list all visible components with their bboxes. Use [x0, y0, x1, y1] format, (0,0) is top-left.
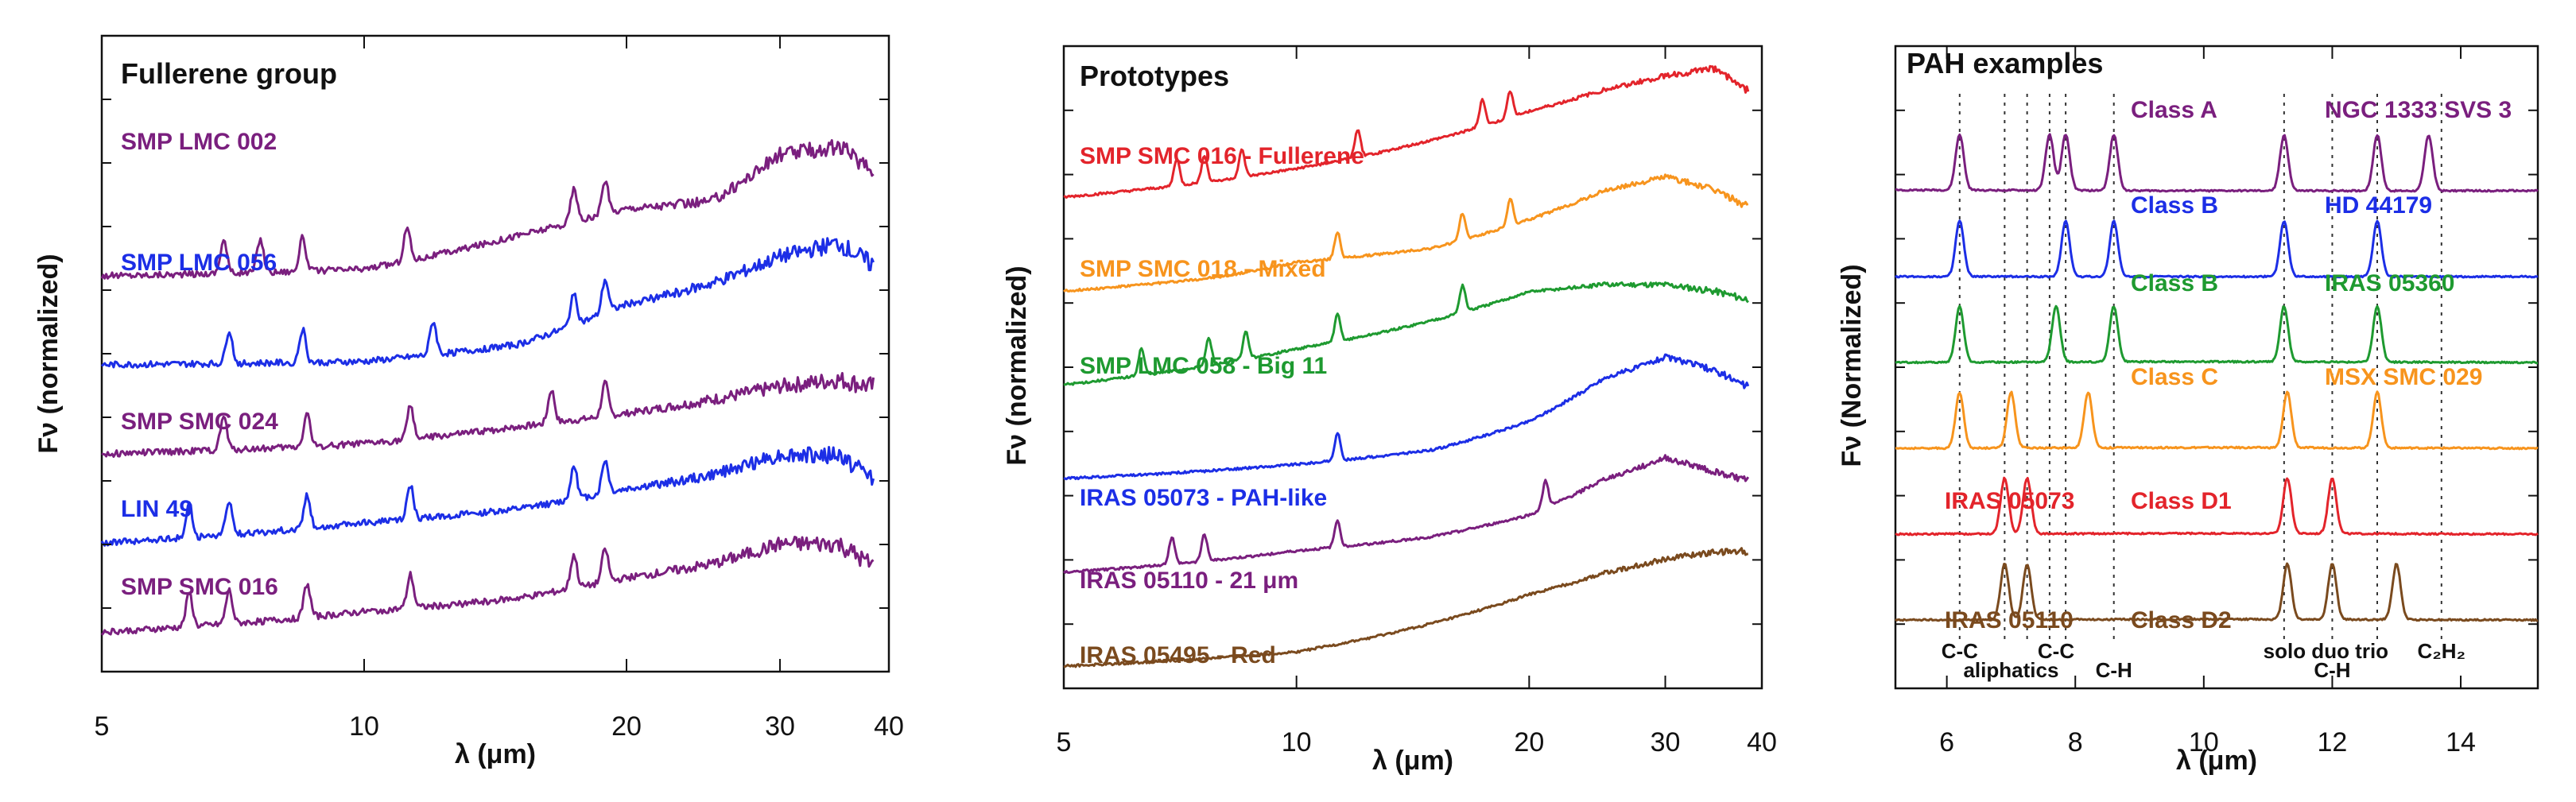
band-label: C₂H₂ — [2417, 639, 2465, 663]
series-label: SMP SMC 016 - Fullerene — [1080, 143, 1364, 169]
series-line — [1063, 353, 1750, 481]
panel-3-x-axis-label: λ (μm) — [2176, 746, 2257, 776]
series-object-label: HD 44179 — [2325, 192, 2432, 219]
series-line — [1063, 64, 1750, 199]
series-line — [1063, 173, 1749, 293]
panel-1-series — [100, 139, 875, 636]
series-label: SMP SMC 018 - Mixed — [1080, 256, 1326, 282]
series-label: Class B — [2131, 270, 2218, 296]
series-label: Class B — [2131, 192, 2218, 219]
series-label: Class D1 — [2131, 488, 2232, 514]
x-tick-label: 8 — [2068, 727, 2083, 757]
series-label: SMP LMC 056 — [121, 250, 277, 276]
panel-3-x-ticks: 6 8 10 12 14 — [1895, 46, 2538, 757]
series-line — [1895, 562, 2539, 622]
panel-1-series-labels: SMP LMC 002 SMP LMC 056 SMP SMC 024 LIN … — [121, 129, 278, 600]
x-tick-label: 10 — [2189, 727, 2219, 757]
series-line — [100, 446, 875, 547]
x-tick-label: 20 — [611, 711, 642, 742]
series-object-label: IRAS 05360 — [2325, 270, 2454, 296]
series-label: IRAS 05110 - 21 μm — [1080, 568, 1298, 594]
x-tick-label: 10 — [1282, 727, 1312, 757]
x-tick-label: 40 — [1747, 727, 1777, 757]
band-label: C-C — [2038, 639, 2074, 663]
band-label: C-H — [2096, 658, 2132, 682]
x-tick-label: 5 — [95, 711, 110, 742]
series-line — [100, 237, 875, 369]
panel-3-title: PAH examples — [1907, 47, 2103, 79]
x-tick-label: 14 — [2446, 727, 2476, 757]
series-label: SMP SMC 024 — [121, 409, 278, 435]
series-object-label: NGC 1333 SVS 3 — [2325, 97, 2512, 123]
series-label: Class A — [2131, 97, 2217, 123]
panel-1-x-axis-label: λ (μm) — [455, 739, 536, 769]
series-label: SMP SMC 016 — [121, 574, 278, 600]
series-line — [100, 139, 875, 280]
band-label: C-C — [1942, 639, 1978, 663]
x-tick-label: 6 — [1939, 727, 1954, 757]
band-label: aliphatics — [1963, 658, 2058, 682]
panel-3-series-labels: Class A NGC 1333 SVS 3 Class B HD 44179 … — [1945, 97, 2512, 633]
x-tick-label: 10 — [349, 711, 379, 742]
panel-pah-examples: PAH examples Class A NGC 1333 SVS 3 Clas… — [1837, 45, 2539, 776]
x-tick-label: 12 — [2318, 727, 2348, 757]
series-label: IRAS 05073 - PAH-like — [1080, 485, 1327, 511]
series-label: IRAS 05495 - Red — [1080, 642, 1276, 668]
x-tick-label: 5 — [1057, 727, 1072, 757]
series-line — [1895, 304, 2538, 365]
panel-prototypes: Prototypes SMP SMC 016 - Fullerene SMP S… — [1002, 45, 1777, 776]
panel-1-y-axis-label: Fν (normalized) — [33, 254, 64, 453]
panel-2-series-labels: SMP SMC 016 - Fullerene SMP SMC 018 - Mi… — [1080, 143, 1364, 668]
panel-2-x-axis-label: λ (μm) — [1372, 746, 1453, 776]
series-label: SMP LMC 002 — [121, 129, 277, 155]
series-label: LIN 49 — [121, 496, 192, 522]
series-label: SMP LMC 058 - Big 11 — [1080, 353, 1327, 379]
series-line — [1895, 219, 2539, 279]
panel-2-title: Prototypes — [1080, 60, 1229, 92]
series-object-label: MSX SMC 029 — [2325, 364, 2482, 390]
series-object-label: IRAS 05073 — [1945, 488, 2074, 514]
series-line — [101, 372, 875, 458]
panel-3-band-lines — [1958, 94, 2442, 641]
x-tick-label: 30 — [1651, 727, 1681, 757]
series-line — [1063, 281, 1749, 386]
band-label: solo duo trio — [2264, 639, 2388, 663]
panel-fullerene-group: Fullerene group SMP LMC 002 SMP LMC 056 … — [33, 34, 904, 769]
series-object-label: IRAS 05110 — [1945, 607, 2074, 633]
panel-1-title: Fullerene group — [121, 57, 337, 90]
panel-1-x-ticks: 5 10 20 30 40 — [95, 36, 904, 742]
panel-3-series — [1895, 133, 2539, 622]
series-label: Class D2 — [2131, 607, 2232, 633]
x-tick-label: 40 — [874, 711, 904, 742]
series-line — [1063, 547, 1748, 668]
x-tick-label: 20 — [1514, 727, 1544, 757]
x-tick-label: 30 — [765, 711, 795, 742]
series-line — [100, 536, 875, 636]
panel-2-series — [1063, 64, 1750, 668]
panel-3-y-axis-label: Fν (Normalized) — [1837, 264, 1867, 467]
series-line — [1895, 133, 2539, 193]
series-label: Class C — [2131, 364, 2218, 390]
panel-2-x-ticks: 5 10 20 30 40 — [1057, 46, 1777, 757]
panel-2-y-axis-label: Fν (normalized) — [1002, 265, 1032, 465]
series-line — [1895, 476, 2539, 537]
series-line — [1895, 390, 2539, 451]
series-line — [1063, 454, 1750, 574]
